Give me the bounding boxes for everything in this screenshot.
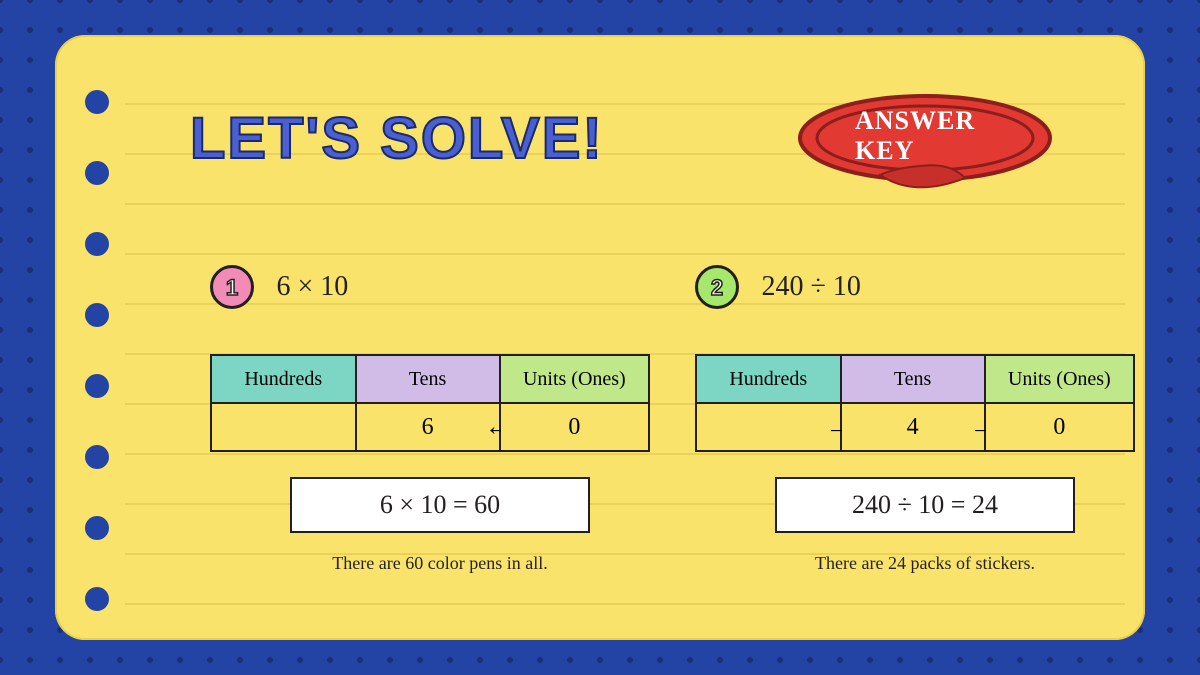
cell-hundreds-2: →: [696, 403, 841, 451]
answer-key-label: ANSWER KEY: [855, 106, 995, 166]
place-value-table-1: Hundreds Tens Units (Ones) 6 ← 0: [210, 354, 650, 452]
cell-tens-1: 6 ←: [356, 403, 500, 451]
header-units-2: Units (Ones): [985, 355, 1134, 403]
answer-box-1: 6 × 10 = 60: [290, 477, 590, 533]
problem-1-expression: 6 × 10: [276, 271, 348, 303]
notebook-holes: [85, 90, 109, 658]
cell-units-1: 0: [500, 403, 649, 451]
cell-hundreds-1: [211, 403, 356, 451]
notebook-card: LET'S SOLVE! ANSWER KEY 1 6 × 10 Hundred…: [55, 35, 1145, 640]
place-value-table-2: Hundreds Tens Units (Ones) → 4 → 0: [695, 354, 1135, 452]
page-title: LET'S SOLVE!: [190, 105, 604, 172]
cell-tens-2: 4 →: [841, 403, 985, 451]
header-hundreds-2: Hundreds: [696, 355, 841, 403]
header-units: Units (Ones): [500, 355, 649, 403]
cell-tens-2-value: 4: [907, 414, 919, 440]
answer-key-badge: ANSWER KEY: [785, 90, 1065, 200]
problem-1: 1 6 × 10 Hundreds Tens Units (Ones) 6 ← …: [210, 265, 670, 574]
cell-units-2: 0: [985, 403, 1134, 451]
cell-tens-1-value: 6: [422, 414, 434, 440]
caption-2: There are 24 packs of stickers.: [695, 553, 1155, 574]
problem-number-1: 1: [210, 265, 254, 309]
problem-number-2: 2: [695, 265, 739, 309]
answer-box-2: 240 ÷ 10 = 24: [775, 477, 1075, 533]
problem-2: 2 240 ÷ 10 Hundreds Tens Units (Ones) → …: [695, 265, 1155, 574]
problem-2-expression: 240 ÷ 10: [761, 271, 860, 303]
caption-1: There are 60 color pens in all.: [210, 553, 670, 574]
header-tens: Tens: [356, 355, 500, 403]
header-hundreds: Hundreds: [211, 355, 356, 403]
header-tens-2: Tens: [841, 355, 985, 403]
